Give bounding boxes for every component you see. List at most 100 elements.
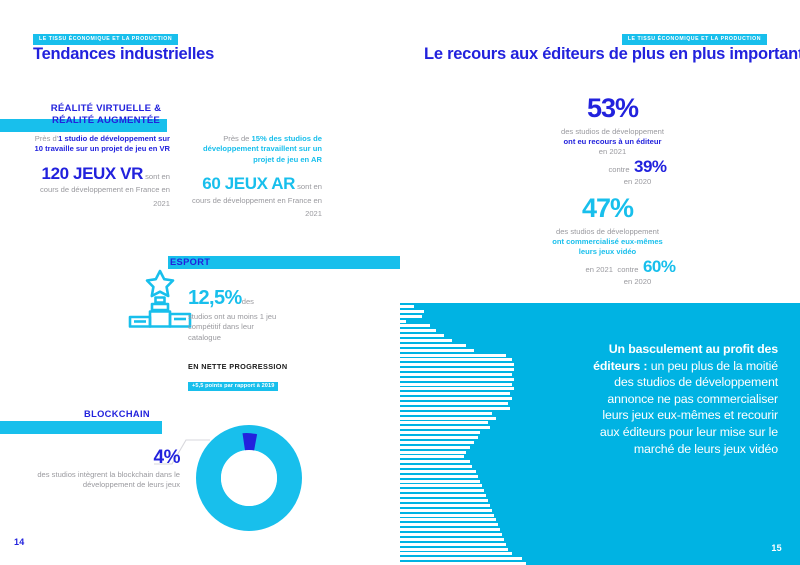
vr-lead-prefix: Près d' xyxy=(34,134,59,143)
stat-autoedition-compare-label: contre xyxy=(617,264,639,274)
stat-autoedition-compare: en 2021 contre 60% xyxy=(510,256,705,277)
left-page-tag-badge: LE TISSU ÉCONOMIQUE ET LA PRODUCTION xyxy=(33,27,179,46)
panel-stripe xyxy=(400,348,474,352)
panel-stripe xyxy=(400,455,464,459)
blockchain-donut-chart xyxy=(196,425,302,531)
esport-stat-block: 12,5%des studios ont au moins 1 jeu comp… xyxy=(188,288,348,343)
stat-autoedition-block: 47% des studios de développement ont com… xyxy=(510,195,705,287)
ar-lead-prefix: Près de xyxy=(223,134,252,143)
panel-stripe xyxy=(400,334,444,338)
panel-stripe xyxy=(400,557,522,561)
panel-stripe xyxy=(400,353,506,357)
panel-stripe xyxy=(400,305,414,308)
esport-stat-value: 12,5% xyxy=(188,287,242,309)
ar-stat-rest: sont en cours de développement en France… xyxy=(191,182,322,219)
vr-stat-value: 120 JEUX VR xyxy=(41,163,144,183)
esport-stat-line: 12,5%des xyxy=(188,288,348,312)
vr-ar-heading-line1: RÉALITÉ VIRTUELLE & xyxy=(50,103,162,114)
stat-autoedition-value: 47% xyxy=(581,193,634,223)
panel-stripe xyxy=(400,426,490,430)
blockchain-leader-line xyxy=(154,439,210,465)
stat-editeurs-compare-year: en 2020 xyxy=(623,176,652,186)
trophy-podium-icon xyxy=(128,269,192,328)
ar-column: Près de 15% des studios de développement… xyxy=(182,134,322,219)
panel-stripe xyxy=(400,494,486,498)
esport-progression-badge-wrap: +5,5 points par rapport à 2019 xyxy=(188,374,287,392)
panel-stripe xyxy=(400,499,488,502)
stat-autoedition-line3: leurs jeux vidéo xyxy=(578,247,637,257)
panel-stripe xyxy=(400,445,470,449)
panel-stripe-decor xyxy=(400,303,530,565)
panel-stripe xyxy=(400,363,514,367)
panel-stripe xyxy=(400,547,508,551)
panel-stripe xyxy=(400,402,508,405)
panel-stripe xyxy=(400,469,476,473)
panel-stripe xyxy=(400,368,514,372)
blockchain-bar-fill xyxy=(0,421,162,434)
panel-stripe xyxy=(400,397,512,401)
stat-editeurs-value: 53% xyxy=(586,93,639,123)
vr-column: Près d'1 studio de développement sur 10 … xyxy=(30,134,170,209)
panel-stripe xyxy=(400,508,492,512)
panel-stripe xyxy=(400,372,512,376)
stat-autoedition-line2: ont commercialisé eux-mêmes xyxy=(552,237,663,247)
panel-stripe xyxy=(400,314,422,318)
stat-autoedition-compare-year: en 2020 xyxy=(623,276,652,286)
panel-stripe xyxy=(400,440,474,444)
vr-ar-bar-fill xyxy=(0,119,167,132)
blockchain-stat-block: 4% des studios intègrent la blockchain d… xyxy=(30,448,180,491)
panel-stripe xyxy=(400,431,480,435)
panel-stripe xyxy=(400,421,488,425)
vr-stat-block: 120 JEUX VR sont en cours de développeme… xyxy=(30,165,170,209)
panel-stripe xyxy=(400,513,494,517)
panel-stripe xyxy=(400,518,496,522)
vr-ar-heading-line2: RÉALITÉ AUGMENTÉE xyxy=(51,114,161,126)
page-number-left: 14 xyxy=(14,537,25,547)
panel-stripe xyxy=(400,532,502,536)
ar-stat-block: 60 JEUX AR sont en cours de développemen… xyxy=(182,175,322,219)
donut-hole xyxy=(221,450,277,506)
blockchain-section-bar: BLOCKCHAIN xyxy=(0,409,200,434)
left-page-title: Tendances industrielles xyxy=(33,45,215,63)
panel-stripe xyxy=(400,484,482,488)
panel-stripe xyxy=(400,450,466,454)
esport-progression-block: EN NETTE PROGRESSION +5,5 points par rap… xyxy=(188,362,287,392)
panel-stripe xyxy=(400,377,514,381)
left-page: LE TISSU ÉCONOMIQUE ET LA PRODUCTION Ten… xyxy=(0,27,402,547)
panel-stripe xyxy=(400,343,466,347)
panel-stripe xyxy=(400,523,498,527)
panel-text: Un basculement au profit des éditeurs : … xyxy=(588,341,778,457)
stat-editeurs-line3: en 2021 xyxy=(598,147,627,157)
vr-ar-section-bar xyxy=(0,119,200,132)
right-page-tag-label: LE TISSU ÉCONOMIQUE ET LA PRODUCTION xyxy=(621,33,767,46)
panel-stripe xyxy=(400,489,484,493)
stat-editeurs-line2: ont eu recours à un éditeur xyxy=(563,137,662,147)
stat-autoedition-compare-value: 60% xyxy=(642,256,676,276)
stat-editeurs-line1: des studios de développement xyxy=(560,127,664,136)
panel-stripe xyxy=(400,324,430,328)
panel-stripe xyxy=(400,435,478,439)
esport-section-bar: ESPORT xyxy=(168,256,402,269)
vr-lead-text: Près d'1 studio de développement sur 10 … xyxy=(30,134,170,155)
blockchain-stat-body: des studios intègrent la blockchain dans… xyxy=(37,470,180,490)
panel-stripe xyxy=(400,358,512,362)
stat-autoedition-line4: en 2021 xyxy=(585,264,613,274)
page-number-right: 15 xyxy=(771,543,782,553)
panel-stripe xyxy=(400,319,406,323)
esport-progression-title: EN NETTE PROGRESSION xyxy=(188,362,288,371)
panel-stripe xyxy=(400,537,504,541)
panel-stripe xyxy=(400,392,510,396)
blockchain-label: BLOCKCHAIN xyxy=(84,409,150,419)
stat-editeurs-compare-value: 39% xyxy=(634,156,667,176)
panel-stripe xyxy=(400,411,492,415)
panel-stripe xyxy=(400,479,480,483)
esport-stat-body: studios ont au moins 1 jeu compétitif da… xyxy=(188,312,277,342)
esport-stat-suffix: des xyxy=(241,297,254,306)
stat-editeurs-compare: contre 39% xyxy=(520,156,705,177)
conclusion-panel: Un basculement au profit des éditeurs : … xyxy=(400,303,800,565)
right-page-tag-badge: LE TISSU ÉCONOMIQUE ET LA PRODUCTION xyxy=(621,27,767,46)
panel-stripe xyxy=(400,542,506,546)
panel-stripe xyxy=(400,382,512,386)
vr-ar-heading: RÉALITÉ VIRTUELLE & RÉALITÉ AUGMENTÉE xyxy=(44,103,168,126)
panel-stripe xyxy=(400,460,470,464)
